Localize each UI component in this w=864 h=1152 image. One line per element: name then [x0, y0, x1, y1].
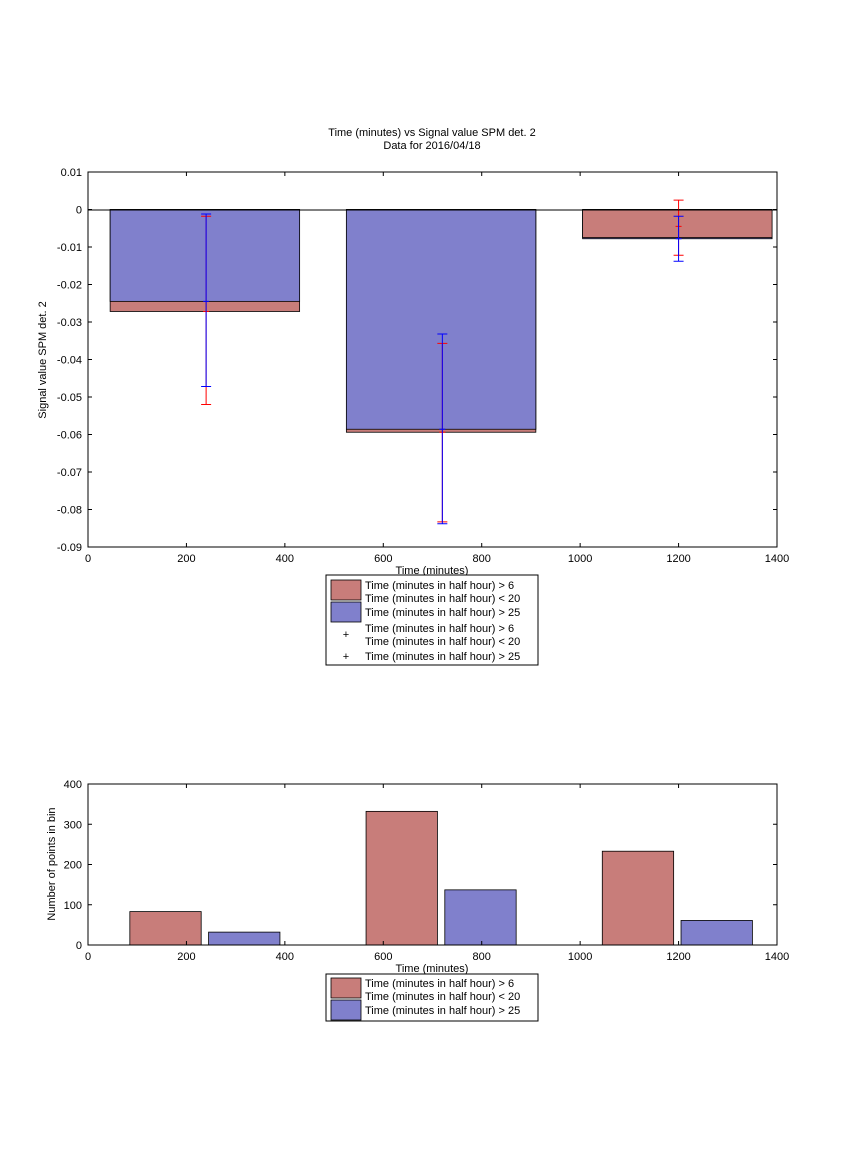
legend-marker-red-plus: +: [343, 629, 349, 641]
legend-label: Time (minutes in half hour) > 6 Time (mi…: [365, 580, 520, 605]
legend-label: Time (minutes in half hour) > 6 Time (mi…: [365, 623, 520, 648]
y-tick-label: 0: [76, 205, 82, 217]
y-tick-label: -0.08: [57, 505, 82, 517]
x-tick-label: 1400: [765, 951, 789, 963]
y-tick-label: -0.04: [57, 355, 82, 367]
y-tick-label: -0.02: [57, 280, 82, 292]
bar: [345, 209, 537, 430]
bar: [365, 810, 438, 946]
x-tick-label: 600: [374, 951, 392, 963]
axes: 0 200 400 600 800 1000 1200 1400 0.01 0 -0.01 -0.02…: [57, 167, 789, 565]
y-tick-label: -0.09: [57, 542, 82, 554]
legend-swatch-series2: [330, 601, 362, 623]
legend-marker-blue-plus: +: [343, 651, 349, 663]
x-tick-label: 1200: [666, 553, 690, 565]
legend: Time (minutes in half hour) > 6 Time (mi…: [325, 574, 539, 666]
x-tick-label: 400: [276, 553, 294, 565]
y-tick-label: -0.01: [57, 242, 82, 254]
bar: [444, 889, 517, 946]
legend-swatch-series2: [330, 999, 362, 1021]
y-tick-label: -0.07: [57, 467, 82, 479]
y-tick-label: 200: [64, 860, 82, 872]
x-axis-label: Time (minutes): [396, 963, 469, 975]
x-tick-label: 200: [177, 951, 195, 963]
chart-subtitle: Data for 2016/04/18: [383, 140, 480, 152]
x-tick-label: 1400: [765, 553, 789, 565]
legend-label: Time (minutes in half hour) > 25: [365, 607, 520, 619]
y-axis-label: Signal value SPM det. 2: [37, 301, 49, 418]
y-tick-label: 100: [64, 900, 82, 912]
x-axis-label: Time (minutes): [396, 565, 469, 577]
x-tick-label: 1200: [666, 951, 690, 963]
bar: [601, 850, 675, 946]
legend-swatch-series1: [330, 579, 362, 601]
y-axis-label: Number of points in bin: [46, 807, 58, 920]
y-tick-label: -0.05: [57, 392, 82, 404]
x-tick-label: 200: [177, 553, 195, 565]
chart-title: Time (minutes) vs Signal value SPM det. …: [328, 127, 535, 139]
bar: [109, 209, 301, 302]
x-tick-label: 800: [473, 553, 491, 565]
y-tick-label: 0.01: [61, 167, 82, 179]
bar: [680, 920, 753, 946]
y-tick-label: -0.06: [57, 430, 82, 442]
x-tick-label: 0: [85, 553, 91, 565]
y-tick-label: 0: [76, 940, 82, 952]
x-tick-label: 400: [276, 951, 294, 963]
legend-label: Time (minutes in half hour) > 6 Time (mi…: [365, 978, 520, 1003]
legend-label: Time (minutes in half hour) > 25: [365, 651, 520, 663]
x-tick-label: 1000: [568, 553, 592, 565]
bars: [129, 810, 753, 946]
y-tick-label: 300: [64, 819, 82, 831]
signal-bar-chart: Time (minutes) vs Signal value SPM det. …: [37, 127, 789, 666]
error-bars: [201, 199, 684, 525]
x-tick-label: 600: [374, 553, 392, 565]
legend-swatch-series1: [330, 977, 362, 999]
x-tick-label: 0: [85, 951, 91, 963]
bar: [208, 931, 281, 946]
legend-label: Time (minutes in half hour) > 25: [365, 1005, 520, 1017]
legend: Time (minutes in half hour) > 6 Time (mi…: [325, 973, 539, 1022]
y-tick-label: -0.03: [57, 317, 82, 329]
x-tick-label: 1000: [568, 951, 592, 963]
bars: [109, 209, 773, 433]
y-tick-label: 400: [64, 779, 82, 791]
x-tick-label: 800: [473, 951, 491, 963]
bar: [582, 209, 773, 239]
bar: [129, 911, 202, 946]
